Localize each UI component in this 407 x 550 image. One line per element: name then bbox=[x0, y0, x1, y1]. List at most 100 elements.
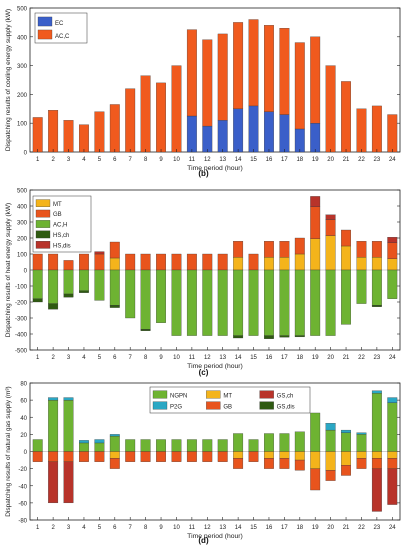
bar-gb-24 bbox=[387, 242, 398, 259]
y-tick-label: 0 bbox=[24, 269, 28, 275]
legend-swatch bbox=[206, 401, 221, 410]
y-tick-label: 0 bbox=[24, 151, 28, 157]
x-tick-label: 3 bbox=[67, 157, 71, 163]
x-tick-label: 6 bbox=[113, 355, 117, 361]
bar-ach-1 bbox=[32, 269, 43, 299]
y-tick-label: -400 bbox=[15, 333, 28, 339]
legend-label: EC bbox=[55, 21, 64, 27]
bar-ngpn-4 bbox=[79, 442, 89, 452]
bar-hsch-23 bbox=[371, 305, 382, 307]
bar-gb-14 bbox=[233, 241, 244, 258]
legend-label: GB bbox=[223, 404, 232, 410]
x-tick-label: 2 bbox=[51, 525, 55, 531]
x-tick-label: 8 bbox=[144, 525, 148, 531]
bar-gb-7 bbox=[125, 253, 136, 271]
bar-gb-5 bbox=[94, 451, 105, 462]
legend-label: GS,dis bbox=[277, 404, 295, 410]
x-tick-label: 15 bbox=[250, 525, 257, 531]
x-tick-label: 17 bbox=[281, 525, 288, 531]
legend-label: MT bbox=[53, 202, 62, 208]
x-tick-label: 22 bbox=[358, 355, 365, 361]
chart-legend: NGPN P2G MT GB GS,ch GS,dis bbox=[149, 386, 311, 414]
bar-p2g-23 bbox=[371, 390, 382, 394]
bar-ngpn-7 bbox=[125, 439, 136, 452]
x-tick-label: 3 bbox=[67, 355, 71, 361]
x-tick-label: 22 bbox=[358, 525, 365, 531]
bar-ach-14 bbox=[233, 269, 244, 336]
x-tick-label: 4 bbox=[82, 355, 86, 361]
bar-ach-10 bbox=[171, 269, 182, 336]
bar-p2g-24 bbox=[387, 397, 398, 403]
bar-ach-12 bbox=[202, 269, 213, 336]
bar-acc-2 bbox=[48, 110, 59, 153]
bar-ngpn-11 bbox=[186, 439, 197, 452]
bar-ngpn-10 bbox=[171, 439, 182, 452]
bar-gb-16 bbox=[264, 458, 274, 469]
bar-gb-22 bbox=[356, 458, 367, 469]
bar-acc-16 bbox=[264, 25, 274, 112]
x-tick-label: 18 bbox=[296, 525, 303, 531]
x-tick-label: 11 bbox=[189, 157, 196, 163]
bar-p2g-3 bbox=[63, 397, 74, 401]
bar-acc-9 bbox=[156, 82, 166, 153]
y-tick-label: 80 bbox=[20, 382, 27, 388]
bar-mt-16 bbox=[264, 257, 274, 271]
bar-ach-24 bbox=[387, 269, 398, 299]
bar-acc-8 bbox=[140, 75, 151, 153]
bar-gb-4 bbox=[79, 451, 89, 462]
bar-ngpn-15 bbox=[248, 439, 259, 452]
bar-acc-19 bbox=[310, 36, 321, 124]
bar-gb-18 bbox=[294, 237, 305, 255]
bar-acc-14 bbox=[233, 22, 244, 109]
x-tick-label: 16 bbox=[266, 525, 273, 531]
x-tick-label: 13 bbox=[219, 525, 226, 531]
bar-gb-3 bbox=[63, 260, 74, 271]
x-tick-label: 24 bbox=[389, 157, 396, 163]
y-tick-label: 300 bbox=[17, 221, 28, 227]
x-axis-label: Time period (hour) bbox=[187, 533, 243, 540]
bar-mt-23 bbox=[371, 451, 382, 459]
x-tick-label: 10 bbox=[173, 157, 180, 163]
bar-ec-19 bbox=[310, 123, 321, 153]
legend-swatch bbox=[152, 401, 168, 410]
bar-ach-18 bbox=[294, 269, 305, 336]
bar-gb-6 bbox=[109, 458, 120, 469]
bar-mt-20 bbox=[325, 235, 336, 271]
x-tick-label: 11 bbox=[189, 525, 196, 531]
plot-frame bbox=[29, 7, 401, 153]
bar-acc-21 bbox=[341, 81, 351, 153]
y-tick-label: 500 bbox=[17, 7, 28, 13]
bar-mt-20 bbox=[325, 451, 336, 471]
y-tick-label: 40 bbox=[20, 416, 27, 422]
bar-gb-20 bbox=[325, 219, 336, 236]
y-tick-label: -40 bbox=[18, 484, 27, 490]
y-tick-label: -60 bbox=[18, 501, 27, 507]
bar-acc-18 bbox=[294, 42, 305, 130]
bar-acc-20 bbox=[325, 65, 336, 153]
bar-mt-21 bbox=[341, 451, 351, 466]
legend-swatch bbox=[37, 29, 53, 40]
bar-ngpn-19 bbox=[310, 412, 321, 452]
bar-ach-17 bbox=[279, 269, 290, 336]
bar-acc-3 bbox=[63, 120, 74, 153]
legend-label: MT bbox=[223, 393, 232, 399]
legend-swatch bbox=[259, 390, 274, 399]
x-tick-label: 24 bbox=[389, 525, 396, 531]
bar-hsch-8 bbox=[140, 329, 151, 331]
x-tick-label: 22 bbox=[358, 157, 365, 163]
x-tick-label: 8 bbox=[144, 157, 148, 163]
bar-ngpn-18 bbox=[294, 431, 305, 452]
bar-gb-12 bbox=[202, 253, 213, 271]
y-tick-label: -20 bbox=[18, 467, 27, 473]
bar-p2g-20 bbox=[325, 423, 336, 431]
x-tick-label: 1 bbox=[36, 355, 40, 361]
x-tick-label: 14 bbox=[235, 525, 242, 531]
x-tick-label: 18 bbox=[296, 157, 303, 163]
bar-mt-24 bbox=[387, 451, 398, 459]
legend-swatch bbox=[35, 209, 51, 218]
panel-caption: (d) bbox=[198, 536, 209, 545]
legend-label: NGPN bbox=[170, 393, 187, 399]
bar-ach-15 bbox=[248, 269, 259, 336]
